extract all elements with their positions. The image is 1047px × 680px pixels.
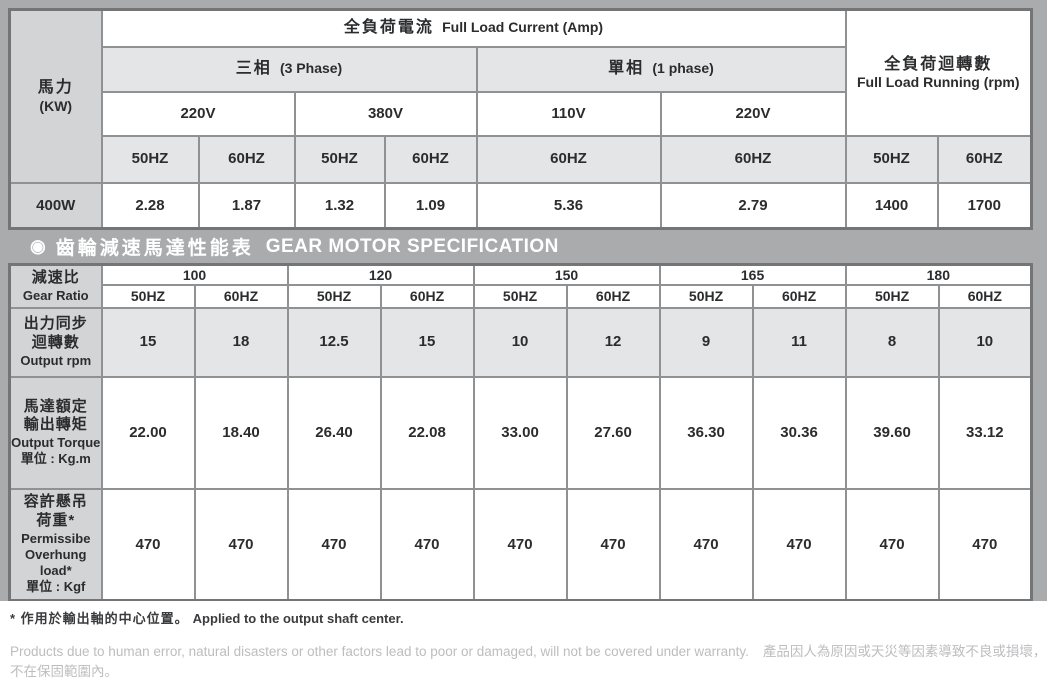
hz-header: 60HZ [751, 283, 847, 309]
output-rpm-value: 15 [100, 306, 196, 378]
output-torque-value: 18.40 [193, 375, 289, 490]
current-value-cell: 1.87 [197, 181, 296, 230]
voltage-header: 220V [100, 90, 296, 137]
overhung-load-value: 470 [658, 487, 754, 602]
voltage-header: 220V [659, 90, 847, 137]
spec-sheet-panel: 馬力 (KW) 全負荷電流 Full Load Current (Amp) 全負… [0, 0, 1047, 602]
current-value-cell: 2.79 [659, 181, 847, 230]
output-rpm-value: 18 [193, 306, 289, 378]
hz-header: 50HZ [286, 283, 382, 309]
full-load-current-header: 全負荷電流 Full Load Current (Amp) [100, 8, 847, 48]
output-torque-value: 36.30 [658, 375, 754, 490]
overhung-load-value: 470 [937, 487, 1033, 602]
wattage-row-label: 400W [8, 181, 103, 230]
overhung-load-value: 470 [844, 487, 940, 602]
output-rpm-value: 8 [844, 306, 940, 378]
banner-title-en: GEAR MOTOR SPECIFICATION [265, 235, 559, 257]
overhung-load-row-label: 容許懸吊 荷重* Permissibe Overhung load* 單位 : … [8, 487, 103, 602]
output-torque-row-label: 馬達額定 輸出轉矩 Output Torque 單位 : Kg.m [8, 375, 103, 490]
current-value-cell: 5.36 [475, 181, 662, 230]
overhung-load-value: 470 [751, 487, 847, 602]
hz-header: 60HZ [936, 134, 1033, 184]
voltage-header: 110V [475, 90, 662, 137]
horsepower-label-en: (KW) [39, 97, 73, 114]
output-torque-value: 39.60 [844, 375, 940, 490]
full-load-running-header: 全負荷迴轉數 Full Load Running (rpm) [844, 8, 1033, 137]
output-torque-value: 33.12 [937, 375, 1033, 490]
overhung-load-value: 470 [100, 487, 196, 602]
overhung-load-value: 470 [379, 487, 475, 602]
current-value-cell: 1.32 [293, 181, 386, 230]
output-rpm-value: 15 [379, 306, 475, 378]
section-banner: ◉ 齒輪減速馬達性能表 GEAR MOTOR SPECIFICATION [8, 232, 1047, 261]
shaft-center-footnote: * 作用於輸出軸的中心位置。 Applied to the output shaf… [10, 611, 404, 626]
output-rpm-row-label: 出力同步 迴轉數 Output rpm [8, 306, 103, 378]
hz-header: 50HZ [472, 283, 568, 309]
ratio-header: 100 [100, 263, 289, 286]
voltage-header: 380V [293, 90, 478, 137]
current-value-cell: 2.28 [100, 181, 200, 230]
overhung-load-value: 470 [286, 487, 382, 602]
output-torque-value: 27.60 [565, 375, 661, 490]
hz-header: 60HZ [197, 134, 296, 184]
ratio-header: 180 [844, 263, 1033, 286]
output-rpm-value: 12 [565, 306, 661, 378]
overhung-load-value: 470 [193, 487, 289, 602]
output-torque-value: 33.00 [472, 375, 568, 490]
bullseye-icon: ◉ [30, 236, 46, 256]
output-torque-value: 22.00 [100, 375, 196, 490]
overhung-load-value: 470 [472, 487, 568, 602]
horsepower-label-zh: 馬力 [37, 78, 74, 96]
output-rpm-value: 11 [751, 306, 847, 378]
output-rpm-value: 9 [658, 306, 754, 378]
output-rpm-value: 10 [937, 306, 1033, 378]
gear-ratio-header: 減速比 Gear Ratio [8, 263, 103, 309]
hz-header: 50HZ [100, 134, 200, 184]
footer-notes: * 作用於輸出軸的中心位置。 Applied to the output shaf… [0, 601, 1047, 680]
hz-header: 50HZ [844, 134, 939, 184]
output-torque-value: 26.40 [286, 375, 382, 490]
hz-header: 60HZ [193, 283, 289, 309]
hz-header: 50HZ [100, 283, 196, 309]
output-rpm-value: 12.5 [286, 306, 382, 378]
full-load-current-table: 馬力 (KW) 全負荷電流 Full Load Current (Amp) 全負… [8, 8, 1033, 230]
output-torque-value: 30.36 [751, 375, 847, 490]
hz-header: 60HZ [659, 134, 847, 184]
output-rpm-value: 10 [472, 306, 568, 378]
hz-header: 50HZ [658, 283, 754, 309]
hz-header: 60HZ [379, 283, 475, 309]
single-phase-header: 單相 (1 phase) [475, 45, 847, 93]
horsepower-header: 馬力 (KW) [8, 8, 103, 184]
hz-header: 50HZ [293, 134, 386, 184]
warranty-disclaimer: Products due to human error, natural dis… [10, 644, 1047, 679]
hz-header: 60HZ [937, 283, 1033, 309]
ratio-header: 150 [472, 263, 661, 286]
banner-title-zh: 齒輪減速馬達性能表 [55, 238, 254, 259]
gear-motor-spec-table: 減速比 Gear Ratio 100 120 150 165 180 50HZ … [8, 263, 1034, 602]
hz-header: 60HZ [565, 283, 661, 309]
three-phase-header: 三相 (3 Phase) [100, 45, 478, 93]
overhung-load-value: 470 [565, 487, 661, 602]
current-value-cell: 1.09 [383, 181, 478, 230]
hz-header: 50HZ [844, 283, 940, 309]
hz-header: 60HZ [383, 134, 478, 184]
hz-header: 60HZ [475, 134, 662, 184]
rpm-value-cell: 1700 [936, 181, 1033, 230]
output-torque-value: 22.08 [379, 375, 475, 490]
ratio-header: 120 [286, 263, 475, 286]
rpm-value-cell: 1400 [844, 181, 939, 230]
ratio-header: 165 [658, 263, 847, 286]
